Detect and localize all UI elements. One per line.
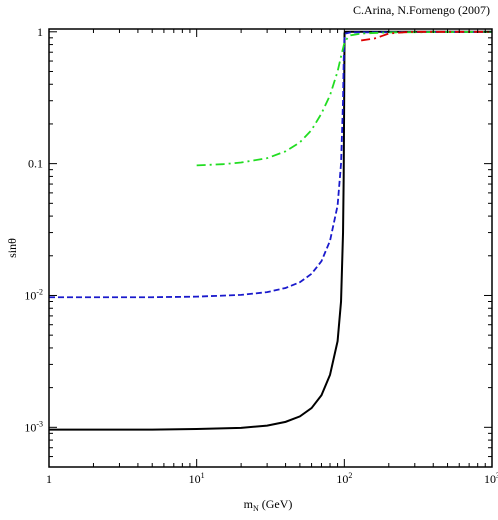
y-tick-label: 0.1 (28, 157, 43, 171)
plot-frame (48, 28, 493, 468)
y-tick-label: 1 (37, 25, 43, 39)
x-tick-label: 103 (484, 471, 498, 486)
series-line-2 (49, 30, 492, 299)
y-tick-label: 10-3 (24, 419, 43, 434)
y-tick-label: 10-2 (24, 287, 43, 302)
x-tick-label: 101 (189, 471, 205, 486)
series-line-3 (196, 30, 492, 167)
x-axis-label: mN (GeV) (244, 497, 293, 513)
y-axis-label: sinθ (5, 238, 19, 258)
x-tick-label: 1 (46, 472, 52, 486)
credit-annotation: C.Arina, N.Fornengo (2007) (353, 3, 490, 17)
x-tick-label: 102 (336, 471, 352, 486)
series-line-4 (361, 30, 492, 42)
series-line-1 (49, 30, 492, 431)
